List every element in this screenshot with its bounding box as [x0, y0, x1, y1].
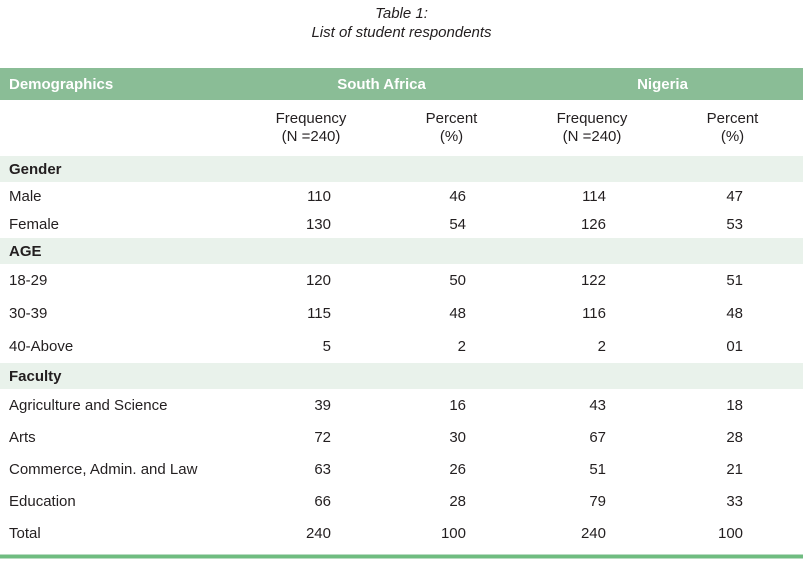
- cell-value: 30: [381, 421, 522, 453]
- subheader-percent-sa: Percent (%): [381, 100, 522, 156]
- cell-value: 21: [662, 453, 803, 485]
- cell-value: 66: [241, 485, 381, 517]
- total-row: Total 240 100 240 100: [0, 517, 803, 549]
- table-row: Education 66 28 79 33: [0, 485, 803, 517]
- cell-value: 54: [381, 210, 522, 238]
- row-label: Male: [0, 182, 241, 210]
- cell-value: 2: [522, 330, 662, 363]
- table-row: Commerce, Admin. and Law 63 26 51 21: [0, 453, 803, 485]
- table-row: 40-Above 5 2 2 01: [0, 330, 803, 363]
- table-subheader-row: Frequency (N =240) Percent (%) Frequency…: [0, 100, 803, 156]
- table-row: 18-29 120 50 122 51: [0, 264, 803, 297]
- cell-value: 48: [662, 297, 803, 330]
- row-label: Commerce, Admin. and Law: [0, 453, 241, 485]
- cell-value: 79: [522, 485, 662, 517]
- row-label: Female: [0, 210, 241, 238]
- cell-value: 50: [381, 264, 522, 297]
- subheader-line: Percent: [425, 110, 478, 127]
- section-header-faculty: Faculty: [0, 363, 803, 389]
- cell-value: 28: [381, 485, 522, 517]
- section-header-gender: Gender: [0, 156, 803, 182]
- cell-value: 16: [381, 389, 522, 421]
- cell-value: 28: [662, 421, 803, 453]
- cell-value: 122: [522, 264, 662, 297]
- cell-value: 18: [662, 389, 803, 421]
- subheader-line: (N =240): [562, 128, 622, 145]
- subheader-line: Frequency: [556, 110, 628, 127]
- cell-value: 126: [522, 210, 662, 238]
- cell-value: 240: [241, 517, 381, 549]
- cell-value: 115: [241, 297, 381, 330]
- subheader-line: Frequency: [275, 110, 347, 127]
- section-label: AGE: [0, 238, 803, 264]
- subheader-frequency-sa: Frequency (N =240): [241, 100, 381, 156]
- table-title: Table 1: List of student respondents: [0, 0, 803, 42]
- cell-value: 51: [662, 264, 803, 297]
- table-bottom-border: [0, 554, 803, 559]
- cell-value: 33: [662, 485, 803, 517]
- subheader-line: (N =240): [281, 128, 341, 145]
- column-header-south-africa: South Africa: [241, 68, 522, 100]
- subheader-line: (%): [439, 128, 464, 145]
- section-header-age: AGE: [0, 238, 803, 264]
- table-row: 30-39 115 48 116 48: [0, 297, 803, 330]
- cell-value: 63: [241, 453, 381, 485]
- subheader-percent-ng: Percent (%): [662, 100, 803, 156]
- cell-value: 240: [522, 517, 662, 549]
- cell-value: 67: [522, 421, 662, 453]
- cell-value: 47: [662, 182, 803, 210]
- table-header-row: Demographics South Africa Nigeria: [0, 68, 803, 100]
- cell-value: 114: [522, 182, 662, 210]
- column-header-demographics: Demographics: [0, 68, 241, 100]
- table-row: Arts 72 30 67 28: [0, 421, 803, 453]
- cell-value: 72: [241, 421, 381, 453]
- row-label: 30-39: [0, 297, 241, 330]
- cell-value: 5: [241, 330, 381, 363]
- section-label: Gender: [0, 156, 803, 182]
- cell-value: 01: [662, 330, 803, 363]
- cell-value: 100: [662, 517, 803, 549]
- row-label: Arts: [0, 421, 241, 453]
- table-caption: List of student respondents: [311, 24, 492, 41]
- cell-value: 2: [381, 330, 522, 363]
- cell-value: 26: [381, 453, 522, 485]
- cell-value: 110: [241, 182, 381, 210]
- subheader-frequency-ng: Frequency (N =240): [522, 100, 662, 156]
- cell-value: 116: [522, 297, 662, 330]
- cell-value: 48: [381, 297, 522, 330]
- cell-value: 100: [381, 517, 522, 549]
- table-number: Table 1:: [375, 5, 428, 22]
- subheader-empty: [0, 100, 241, 156]
- row-label: Education: [0, 485, 241, 517]
- row-label: Agriculture and Science: [0, 389, 241, 421]
- subheader-line: (%): [720, 128, 745, 145]
- cell-value: 43: [522, 389, 662, 421]
- column-header-nigeria: Nigeria: [522, 68, 803, 100]
- row-label: Total: [0, 517, 241, 549]
- row-label: 18-29: [0, 264, 241, 297]
- subheader-line: Percent: [706, 110, 759, 127]
- cell-value: 53: [662, 210, 803, 238]
- cell-value: 46: [381, 182, 522, 210]
- cell-value: 39: [241, 389, 381, 421]
- table-row: Female 130 54 126 53: [0, 210, 803, 238]
- row-label: 40-Above: [0, 330, 241, 363]
- section-label: Faculty: [0, 363, 803, 389]
- cell-value: 120: [241, 264, 381, 297]
- table-row: Agriculture and Science 39 16 43 18: [0, 389, 803, 421]
- respondents-table: Demographics South Africa Nigeria Freque…: [0, 68, 803, 549]
- cell-value: 51: [522, 453, 662, 485]
- cell-value: 130: [241, 210, 381, 238]
- table-row: Male 110 46 114 47: [0, 182, 803, 210]
